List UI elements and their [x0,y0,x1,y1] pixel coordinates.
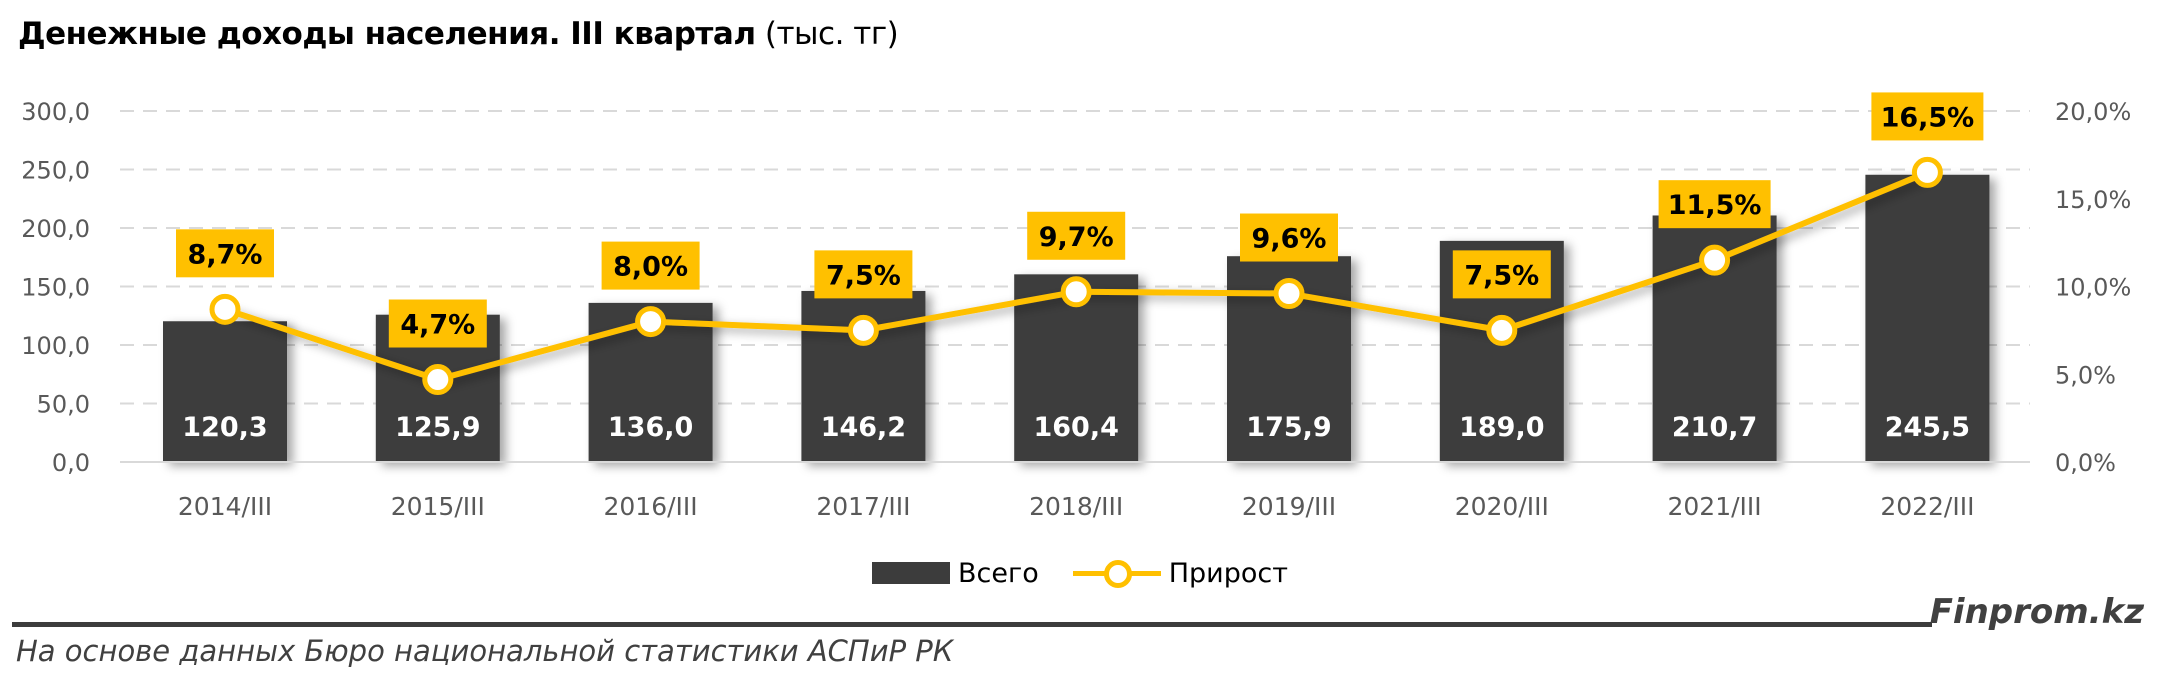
chart-title: Денежные доходы населения. III квартал (… [18,16,899,52]
bar: 160,4 [1014,274,1139,462]
chart-title-main: Денежные доходы населения. III квартал [18,16,756,52]
bar-value-label: 120,3 [182,412,267,443]
x-axis-tick-label: 2018/III [1029,492,1123,521]
growth-value-label: 9,6% [1252,224,1327,255]
growth-value-label: 16,5% [1881,102,1975,133]
source-note: На основе данных Бюро национальной стати… [16,634,954,668]
growth-data-label: 7,5% [814,250,913,299]
growth-value-label: 11,5% [1668,190,1762,221]
bar-value-label: 125,9 [395,412,480,443]
x-axis-tick-label: 2014/III [178,492,272,521]
legend-label-total: Всего [958,557,1039,589]
label-box [601,241,700,290]
growth-data-label: 9,7% [1027,211,1126,260]
line-marker-swatch-icon [1072,558,1161,588]
x-axis-tick-label: 2021/III [1668,492,1762,521]
left-axis-tick-label: 300,0 [21,98,90,126]
right-axis-tick-label: 10,0% [2055,274,2131,302]
growth-data-label: 8,7% [176,229,274,278]
legend-item-growth: Прирост [1072,557,1288,589]
line-point-marker [422,364,454,396]
label-box [1452,250,1551,299]
legend-label-growth: Прирост [1168,557,1288,589]
label-box [1658,180,1771,229]
label-box [814,250,913,299]
bar-value-label: 160,4 [1033,412,1118,443]
line-point-marker [1273,278,1305,310]
x-axis-tick-label: 2016/III [604,492,698,521]
bar-value-label: 146,2 [821,412,906,443]
label-box [1027,211,1126,260]
growth-value-label: 8,7% [188,239,263,270]
growth-data-label: 9,6% [1240,213,1338,262]
bar-rect [1865,174,1990,462]
legend-item-total: Всего [872,558,1039,589]
right-axis-tick-label: 5,0% [2055,361,2116,389]
left-axis-tick-label: 250,0 [21,157,90,185]
x-axis-tick-label: 2015/III [391,492,485,521]
bar-swatch-icon [872,562,951,584]
x-axis-labels: 2014/III 2015/III 2016/III 2017/III 2018/III… [178,492,1975,521]
line-point-marker [209,293,241,325]
line-point-marker [1911,156,1943,188]
bar-value-label: 136,0 [608,412,693,443]
bar: 120,3 [163,321,287,462]
line-point-marker [1486,314,1518,346]
x-axis-tick-label: 2019/III [1242,492,1336,521]
chart-title-unit: (тыс. тг) [764,16,899,52]
x-axis-tick-label: 2017/III [816,492,910,521]
growth-value-label: 4,7% [400,310,475,341]
bar-value-label: 210,7 [1672,412,1757,443]
right-axis-tick-label: 0,0% [2055,449,2116,477]
growth-data-label: 11,5% [1658,180,1771,229]
left-axis-tick-label: 100,0 [21,332,90,360]
x-axis-tick-label: 2020/III [1455,492,1549,521]
brand-logo: Finprom.kz [1929,592,2144,632]
label-box [1240,213,1338,262]
left-axis: 0,0 50,0 100,0 150,0 200,0 250,0 300,0 [21,98,90,477]
footer-divider [12,622,1932,627]
bar: 245,5 [1865,174,1990,462]
bar: 210,7 [1652,215,1777,462]
label-box [1871,92,1984,141]
bar-rect [163,321,287,462]
right-axis: 0,0% 5,0% 10,0% 15,0% 20,0% [2055,98,2131,477]
right-axis-tick-label: 15,0% [2055,186,2131,214]
growth-value-label: 7,5% [826,260,901,291]
label-box [176,229,274,278]
legend: Всего Прирост [0,553,2160,593]
line-point-marker [1060,276,1092,308]
line-point-marker [847,314,879,346]
line-point-marker [635,306,667,338]
bar-value-label: 175,9 [1246,412,1331,443]
growth-data-label: 16,5% [1871,92,1984,141]
right-axis-tick-label: 20,0% [2055,98,2131,126]
growth-data-label: 4,7% [388,299,487,348]
chart-plot: 0,0 50,0 100,0 150,0 200,0 250,0 300,0 0,0% 5,0… [21,92,2131,521]
left-axis-tick-label: 150,0 [21,274,90,302]
growth-data-label: 7,5% [1452,250,1551,299]
line-data-labels: 8,7% 4,7% 8,0% 7,5% 9,7% 9,6% 7,5% 11,5% 16,5% [176,92,1984,348]
left-axis-tick-label: 50,0 [37,391,90,419]
bar-value-label: 245,5 [1885,412,1970,443]
x-axis-tick-label: 2022/III [1880,492,1974,521]
line-point-marker [1699,244,1731,276]
growth-data-label: 8,0% [601,241,700,290]
growth-value-label: 9,7% [1039,222,1114,253]
bar-value-label: 189,0 [1459,412,1544,443]
left-axis-tick-label: 200,0 [21,215,90,243]
left-axis-tick-label: 0,0 [52,449,90,477]
growth-value-label: 7,5% [1464,260,1539,291]
growth-value-label: 8,0% [613,252,688,283]
label-box [388,299,487,348]
line-series [209,156,1943,396]
